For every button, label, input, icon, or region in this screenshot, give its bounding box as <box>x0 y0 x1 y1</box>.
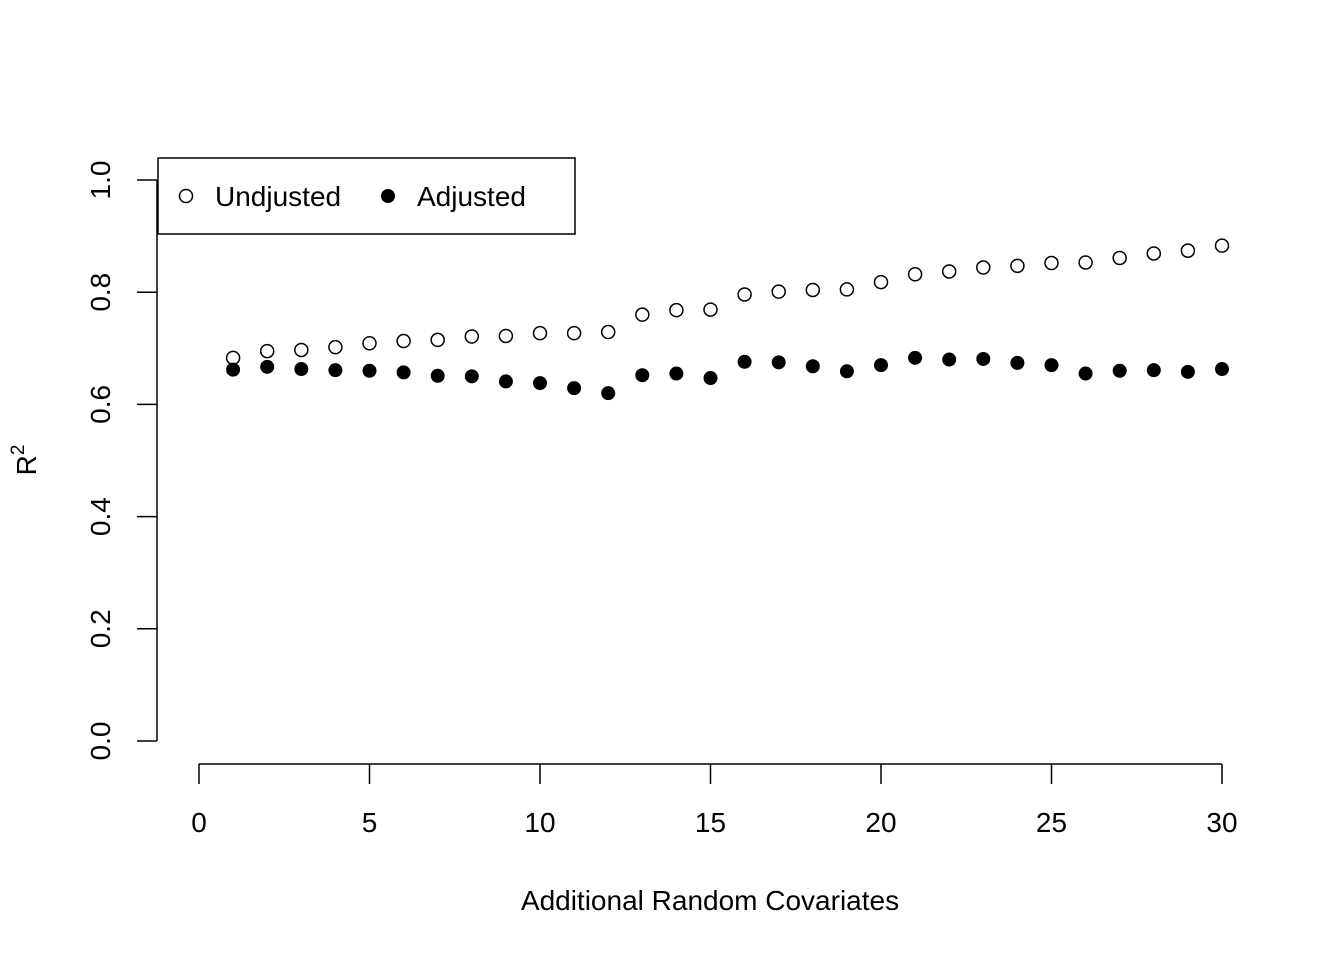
legend-label-undjusted: Undjusted <box>215 181 341 212</box>
adjusted-point <box>328 363 343 378</box>
adjusted-point <box>1112 363 1127 378</box>
x-tick-label: 5 <box>362 807 378 838</box>
undjusted-point <box>976 260 991 275</box>
undjusted-point <box>1146 246 1162 261</box>
adjusted-point <box>362 363 377 378</box>
adjusted-point <box>1010 355 1025 370</box>
svg-text:R2: R2 <box>8 445 42 476</box>
legend-box <box>157 157 576 235</box>
undjusted-point <box>941 264 957 279</box>
adjusted-point <box>1215 362 1229 377</box>
y-tick-label: 0.0 <box>85 722 116 761</box>
y-tick-label: 0.4 <box>85 497 116 536</box>
adjusted-point <box>498 374 513 389</box>
undjusted-point <box>1078 255 1093 270</box>
x-axis-label: Additional Random Covariates <box>521 885 899 916</box>
x-axis: 0 5 10 15 20 25 30 <box>191 763 1238 838</box>
adjusted-point <box>260 359 275 374</box>
y-axis: 0.0 0.2 0.4 0.6 0.8 1.0 <box>85 161 158 761</box>
undjusted-point <box>839 282 855 297</box>
x-tick-label: 20 <box>865 807 896 838</box>
adjusted-point <box>396 365 411 380</box>
adjusted-point <box>1146 363 1161 378</box>
undjusted-point <box>396 333 411 349</box>
legend-label-adjusted: Adjusted <box>417 181 526 212</box>
y-axis-label-base: R <box>11 455 42 475</box>
undjusted-point <box>669 302 684 318</box>
undjusted-point <box>1112 250 1127 266</box>
adjusted-point <box>908 350 923 365</box>
legend-filled-circle-marker <box>381 189 395 203</box>
undjusted-point <box>464 329 480 344</box>
adjusted-point <box>976 351 991 366</box>
undjusted-point <box>873 274 889 290</box>
adjusted-point <box>805 359 820 374</box>
adjusted-point <box>1180 364 1195 379</box>
undjusted-point <box>225 350 241 366</box>
adjusted-point <box>567 381 582 396</box>
undjusted-point <box>907 266 923 282</box>
adjusted-point <box>226 362 241 377</box>
adjusted-point <box>601 386 616 401</box>
undjusted-point <box>600 324 616 340</box>
x-tick-label: 25 <box>1036 807 1067 838</box>
x-tick-label: 0 <box>191 807 207 838</box>
adjusted-point <box>737 354 752 369</box>
data-points <box>225 238 1230 401</box>
y-tick-label: 0.6 <box>85 385 116 424</box>
undjusted-point <box>771 284 786 299</box>
y-tick-label: 0.2 <box>85 609 116 648</box>
undjusted-point <box>737 287 752 302</box>
legend-open-circle-marker <box>178 188 194 204</box>
undjusted-point <box>259 343 275 359</box>
adjusted-point <box>1078 366 1093 381</box>
x-tick-label: 15 <box>695 807 726 838</box>
x-tick-label: 10 <box>524 807 555 838</box>
undjusted-point <box>1010 258 1025 274</box>
adjusted-point <box>464 369 479 384</box>
adjusted-point <box>874 358 888 373</box>
adjusted-point <box>1044 358 1059 373</box>
adjusted-point <box>839 364 854 379</box>
undjusted-point <box>294 342 309 358</box>
undjusted-point <box>430 332 445 348</box>
y-tick-label: 0.8 <box>85 273 116 312</box>
adjusted-point <box>703 371 718 386</box>
adjusted-point <box>669 366 684 381</box>
adjusted-point <box>942 352 957 367</box>
x-tick-label: 30 <box>1206 807 1237 838</box>
adjusted-point <box>771 355 786 370</box>
undjusted-point <box>532 325 548 341</box>
undjusted-point <box>566 325 582 341</box>
undjusted-point <box>805 282 821 298</box>
undjusted-point <box>498 328 514 344</box>
undjusted-point <box>1214 238 1230 253</box>
y-axis-label-superscript: 2 <box>8 445 29 456</box>
undjusted-point <box>1044 255 1059 271</box>
adjusted-point <box>635 368 650 383</box>
undjusted-point <box>328 339 343 355</box>
undjusted-point <box>703 302 718 317</box>
y-tick-label: 1.0 <box>85 161 116 200</box>
undjusted-point <box>635 307 650 322</box>
legend: Undjusted Adjusted <box>157 157 576 235</box>
adjusted-point <box>294 362 309 377</box>
undjusted-point <box>1180 243 1196 258</box>
adjusted-point <box>533 376 547 391</box>
adjusted-point <box>430 368 445 383</box>
y-axis-label: R2 <box>8 445 42 476</box>
undjusted-point <box>362 336 377 351</box>
